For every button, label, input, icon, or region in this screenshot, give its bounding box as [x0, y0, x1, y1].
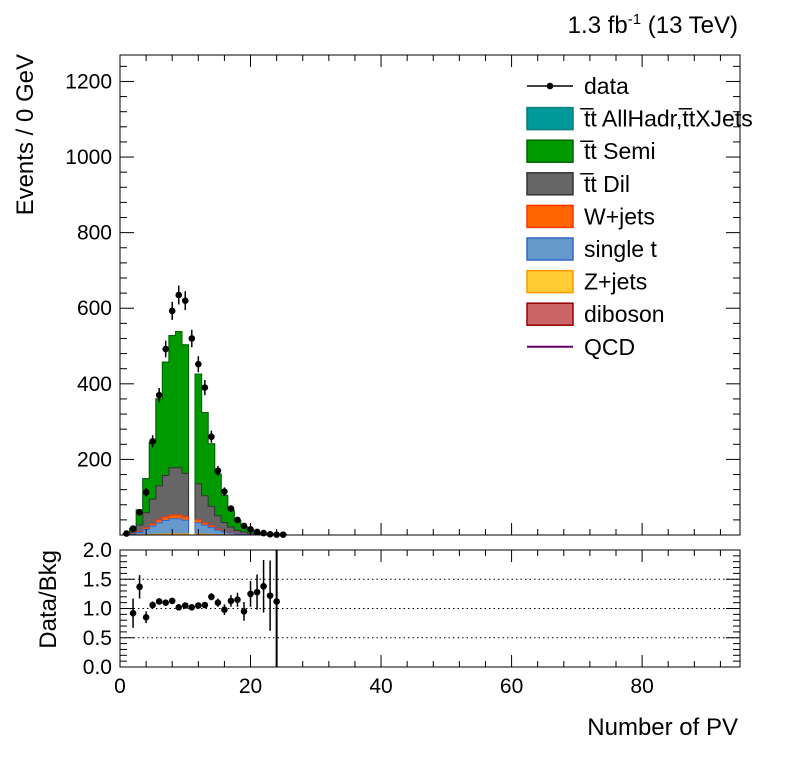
ratio-point: [260, 582, 267, 590]
data-point: [168, 307, 176, 315]
y-axis-title: Events / 0 GeV: [12, 54, 39, 215]
x-tick-label: 40: [369, 675, 392, 698]
main-plot-marks: [122, 285, 287, 538]
data-point: [201, 384, 209, 391]
legend-marker: [546, 82, 554, 90]
ratio-point: [195, 602, 202, 609]
legend-label-single-t: single t: [584, 236, 657, 262]
x-tick-label: 80: [630, 675, 653, 698]
ratio-point: [142, 613, 150, 621]
legend-label-w-jets: W+jets: [584, 203, 655, 229]
legend-label-t-t-dil: t̅t Dil: [580, 171, 630, 197]
legend-label-t-t-semi: t̅t Semi: [580, 138, 656, 164]
data-point: [214, 467, 222, 475]
ratio-point: [214, 599, 222, 606]
ratio-point: [168, 597, 176, 605]
y-tick-label: 1200: [65, 70, 112, 93]
y-tick-label: 400: [77, 373, 112, 396]
legend-label-qcd: QCD: [584, 334, 635, 360]
legend-label-t-t-allhadr-t-txjets: t̅t AllHadr,t̅tXJets: [580, 106, 753, 132]
lumi-value: 1.3 fb: [568, 12, 628, 39]
ratio-point: [227, 597, 235, 605]
data-point: [240, 522, 248, 530]
data-point: [188, 335, 196, 342]
ratio-tick-label: 1.5: [83, 568, 112, 591]
ratio-tick-label: 0.0: [83, 656, 112, 679]
data-point: [195, 360, 202, 368]
legend-swatch-t-t-allhadr-t-txjets: [526, 106, 574, 131]
axes: 0 20 40 60 80 200 400 600 800 1000 1200 0.0 0.5 1.0 1.…: [65, 54, 741, 698]
ratio-point: [247, 590, 254, 598]
data-point: [136, 509, 143, 516]
legend-swatch-single-t: [526, 237, 574, 261]
lumi-label: 1.3 fb-1 (13 TeV): [568, 11, 738, 39]
data-point: [149, 437, 156, 445]
ratio-point: [266, 592, 274, 599]
legend-label-data: data: [584, 73, 629, 99]
x-tick-label: 20: [239, 675, 262, 698]
ratio-point: [162, 599, 169, 606]
data-point: [234, 516, 241, 524]
ratio-point: [201, 601, 209, 609]
ratio-point: [136, 583, 143, 591]
ratio-point: [253, 588, 261, 596]
data-point: [181, 297, 189, 304]
ratio-tick-label: 2.0: [83, 539, 112, 562]
ratio-point: [240, 608, 248, 615]
ratio-point: [175, 604, 183, 611]
main-frame: [119, 54, 741, 536]
data-point: [123, 530, 130, 537]
legend-swatch-t-t-dil: [526, 172, 574, 196]
legend-swatch-z-jets: [526, 269, 574, 294]
legend-swatch-t-t-semi: [526, 139, 574, 163]
data-point: [266, 530, 274, 538]
legend-swatch-w-jets: [526, 204, 574, 229]
ratio-point: [208, 593, 215, 601]
data-point: [221, 488, 228, 495]
y-tick-label: 600: [77, 297, 112, 320]
ratio-point: [149, 601, 156, 609]
legend-swatch-diboson: [526, 302, 574, 326]
data-point: [142, 488, 150, 496]
data-point: [253, 528, 261, 536]
x-axis-title: Number of PV: [587, 714, 738, 741]
ratio-point: [129, 609, 137, 617]
energy-label: (13 TeV): [641, 12, 738, 39]
data-point: [129, 525, 137, 532]
lumi-unit-sup: -1: [628, 11, 641, 28]
ratio-point: [155, 598, 163, 605]
data-point: [227, 505, 235, 512]
ratio-tick-label: 1.0: [83, 598, 112, 621]
ratio-plot-marks: [120, 550, 740, 667]
ratio-tick-label: 0.5: [83, 627, 112, 650]
legend-label-z-jets: Z+jets: [584, 269, 647, 295]
ratio-point: [221, 606, 228, 613]
y-tick-label: 800: [77, 222, 112, 245]
data-point: [162, 345, 169, 353]
legend-label-diboson: diboson: [584, 301, 665, 327]
ratio-axis-title: Data/Bkg: [35, 550, 62, 649]
y-tick-label: 200: [77, 448, 112, 471]
ratio-point: [181, 602, 189, 609]
x-tick-label: 60: [500, 675, 523, 698]
x-tick-label: 0: [114, 675, 126, 698]
data-point: [155, 391, 163, 399]
ratio-point: [234, 596, 241, 604]
ratio-point: [188, 604, 196, 611]
legend: data t̅t AllHadr,t̅tXJets t̅t Semi t̅t Dil W…: [526, 73, 753, 360]
data-point: [175, 291, 183, 299]
data-point: [208, 433, 215, 441]
y-tick-label: 1000: [65, 146, 112, 169]
